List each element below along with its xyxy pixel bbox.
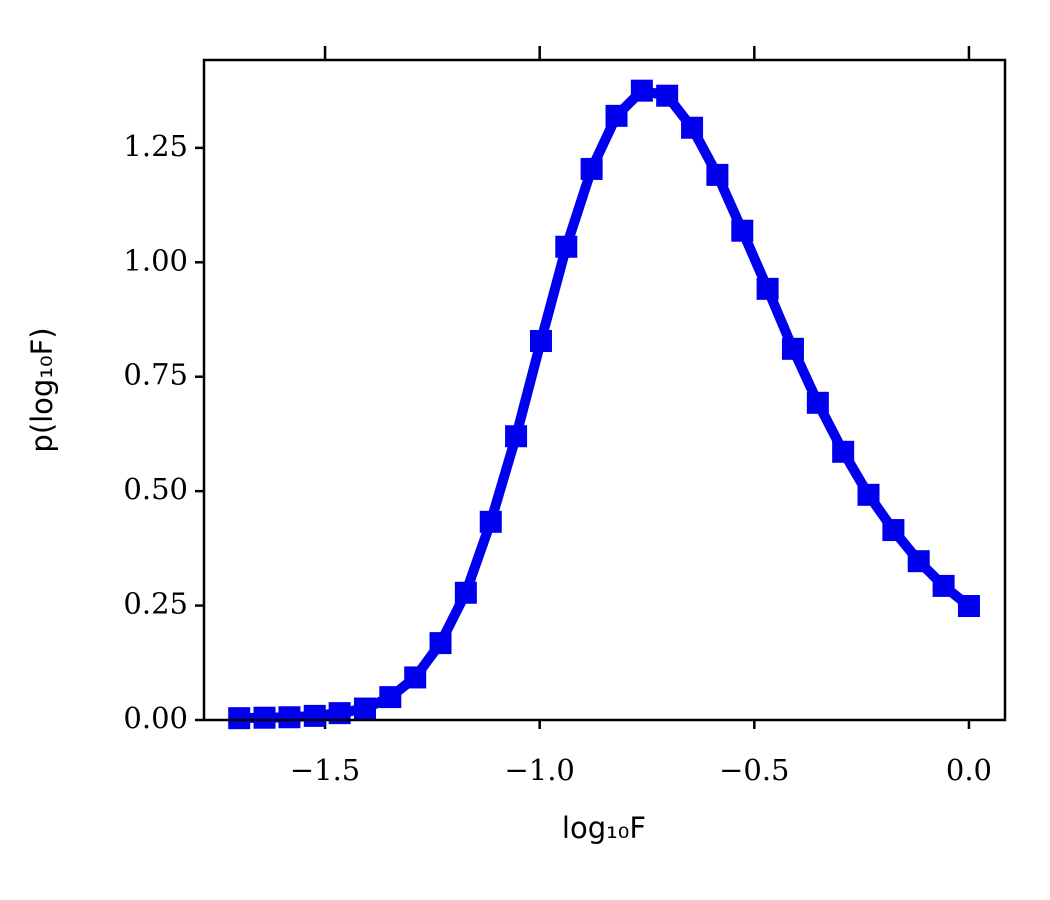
marker [731,219,754,242]
marker [555,235,578,258]
marker [605,104,628,127]
y-tick-label: 0.00 [123,701,188,735]
marker [806,391,829,414]
marker [353,697,376,720]
marker [832,440,855,463]
y-tick-label: 1.25 [123,129,188,163]
marker [580,157,603,180]
marker [454,581,477,604]
y-tick-label: 1.00 [123,243,188,277]
marker [429,632,452,655]
marker [706,163,729,186]
data-line [239,85,973,724]
marker [882,519,905,542]
x-tick-label: −1.0 [504,753,574,787]
x-tick-label: −0.5 [719,753,789,787]
marker [228,707,251,730]
marker [404,666,427,689]
marker [278,706,301,729]
x-axis-label: log₁₀F [562,811,646,845]
marker [756,277,779,300]
y-tick-label: 0.50 [123,472,188,506]
marker [781,337,804,360]
x-tick-label: 0.0 [946,753,992,787]
y-tick-label: 0.75 [123,358,188,392]
marker [932,574,955,597]
marker [379,686,402,709]
marker [328,702,351,725]
plot-frame [202,58,1007,722]
x-tick-label: −1.5 [290,753,360,787]
marker [907,550,930,573]
y-tick-label: 0.25 [123,587,188,621]
marker [957,595,980,618]
marker [529,330,552,353]
marker [656,84,679,107]
y-axis-label: p(log₁₀F) [25,327,59,452]
marker [857,483,880,506]
marker [253,706,276,729]
marker [681,116,704,139]
marker [479,510,502,533]
marker [505,425,528,448]
marker [630,79,653,102]
marker [303,704,326,727]
